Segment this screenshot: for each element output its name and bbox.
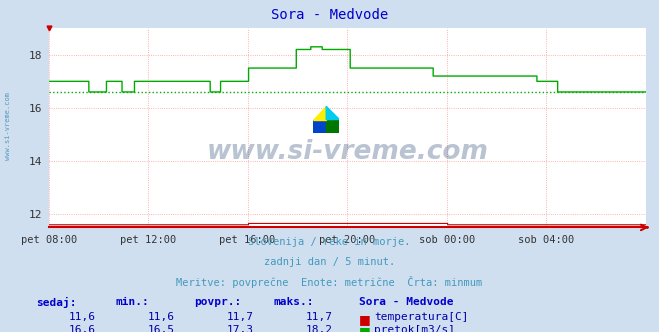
- Text: Sora - Medvode: Sora - Medvode: [359, 297, 453, 307]
- Text: zadnji dan / 5 minut.: zadnji dan / 5 minut.: [264, 257, 395, 267]
- Text: temperatura[C]: temperatura[C]: [374, 312, 469, 322]
- Polygon shape: [326, 106, 339, 120]
- Text: min.:: min.:: [115, 297, 149, 307]
- Text: 11,7: 11,7: [306, 312, 333, 322]
- Text: pretok[m3/s]: pretok[m3/s]: [374, 325, 455, 332]
- Bar: [313, 120, 326, 133]
- Text: povpr.:: povpr.:: [194, 297, 242, 307]
- Text: 11,6: 11,6: [148, 312, 175, 322]
- Bar: [326, 120, 339, 133]
- Text: Meritve: povprečne  Enote: metrične  Črta: minmum: Meritve: povprečne Enote: metrične Črta:…: [177, 276, 482, 288]
- Text: sedaj:: sedaj:: [36, 297, 76, 308]
- Text: 18,2: 18,2: [306, 325, 333, 332]
- Text: ■: ■: [359, 325, 371, 332]
- Polygon shape: [313, 106, 326, 120]
- Text: 16,5: 16,5: [148, 325, 175, 332]
- Text: 17,3: 17,3: [227, 325, 254, 332]
- Text: Sora - Medvode: Sora - Medvode: [271, 8, 388, 22]
- Text: ■: ■: [359, 313, 371, 326]
- Text: 11,6: 11,6: [69, 312, 96, 322]
- Text: 16,6: 16,6: [69, 325, 96, 332]
- Text: maks.:: maks.:: [273, 297, 314, 307]
- Text: Slovenija / reke in morje.: Slovenija / reke in morje.: [248, 237, 411, 247]
- Text: www.si-vreme.com: www.si-vreme.com: [5, 92, 11, 160]
- Text: 11,7: 11,7: [227, 312, 254, 322]
- Text: www.si-vreme.com: www.si-vreme.com: [207, 139, 488, 165]
